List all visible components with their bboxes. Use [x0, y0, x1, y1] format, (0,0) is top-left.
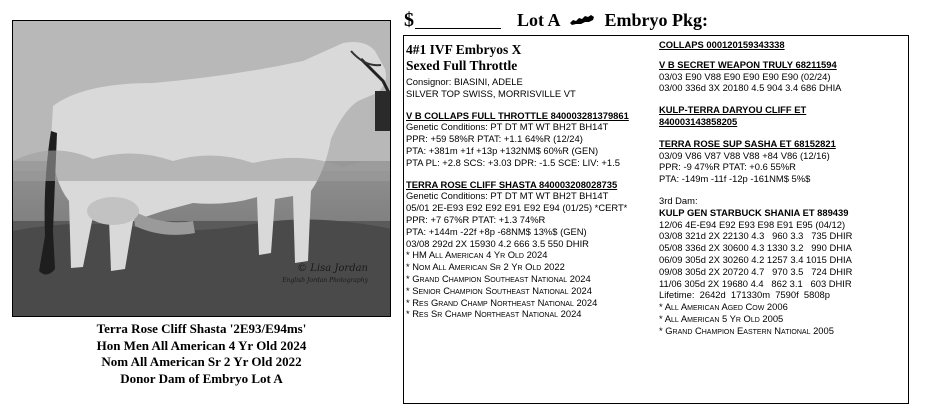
granddam-line: 03/09 V86 V87 V88 V88 +84 V86 (12/16)	[659, 149, 830, 161]
sire-line: PTA PL: +2.8 SCS: +3.03 DPR: -1.5 SCE: L…	[406, 156, 620, 168]
third-dam-honor: * Grand Champion Eastern National 2005	[659, 324, 834, 336]
third-dam-line: 03/08 321d 2X 22130 4.3 960 3.3 735 DHIR	[659, 230, 853, 242]
dam-honor: * HM All American 4 Yr Old 2024	[406, 249, 548, 261]
sire-line: PTA: +381m +1f +13p +132NM$ 60%R (GEN)	[406, 144, 599, 156]
kentucky-state-icon	[569, 10, 595, 31]
third-dam-line: 12/06 4E-E94 E92 E93 E98 E91 E95 (04/12)	[659, 218, 846, 230]
consignor: Consignor: BIASINI, ADELE	[406, 76, 523, 87]
pedigree-right-column: COLLAPS 000120159343338 V B SECRET WEAPO…	[659, 39, 907, 337]
dam-line: 05/01 2E-E93 E92 E92 E91 E92 E94 (01/25)…	[406, 202, 628, 214]
third-dam-honor: * All American 5 Yr Old 2005	[659, 312, 784, 324]
third-dam-line: 11/06 305d 2X 19680 4.4 862 3.1 603 DHIR	[659, 277, 852, 289]
donor-cow-photo: © Lisa Jordan English Jordan Photography	[12, 20, 391, 317]
photo-caption: Terra Rose Cliff Shasta '2E93/E94ms' Hon…	[12, 321, 391, 387]
dam-name: TERRA ROSE CLIFF SHASTA 840003208028735	[406, 178, 618, 190]
sire-of-dam: COLLAPS 000120159343338	[659, 39, 785, 50]
sire-sire-line: 03/00 336d 3X 20180 4.5 904 3.4 686 DHIA	[659, 82, 842, 94]
lot-subtitle: Sexed Full Throttle	[406, 58, 518, 73]
dam-honor: * Res Sr Champ Northeast National 2024	[406, 308, 582, 320]
dam-honor: * Res Grand Champ Northeast National 202…	[406, 296, 598, 308]
pedigree-box: 4#1 IVF Embryos X Sexed Full Throttle Co…	[403, 35, 909, 404]
third-dam-lifetime: Lifetime: 2642d 171330m 7590f 5808p	[659, 289, 830, 301]
dam-honor: * Senior Champion Southeast National 202…	[406, 284, 592, 296]
third-dam-label: 3rd Dam:	[659, 194, 698, 206]
sire-name: V B COLLAPS FULL THROTTLE 84000328137986…	[406, 109, 629, 121]
dam-line: Genetic Conditions: PT DT MT WT BH2T BH1…	[406, 190, 609, 202]
dam-honor: * Nom All American Sr 2 Yr Old 2022	[406, 261, 565, 273]
third-dam-line: 05/08 336d 2X 30600 4.3 1330 3.2 990 DHI…	[659, 242, 852, 254]
third-dam-line: 06/09 305d 2X 30260 4.2 1257 3.4 1015 DH…	[659, 253, 852, 265]
granddam-line: PTA: -149m -11f -12p -161NM$ 5%$	[659, 173, 811, 185]
caption-line: Terra Rose Cliff Shasta '2E93/E94ms'	[96, 321, 307, 336]
dam-line: PTA: +144m -22f +8p -68NM$ 13%$ (GEN)	[406, 225, 587, 237]
sire-line: Genetic Conditions: PT DT MT WT BH2T BH1…	[406, 121, 609, 133]
lot-header: $ Lot A Embryo Pkg:	[404, 6, 708, 34]
dam-line: 03/08 292d 2X 15930 4.2 666 3.5 550 DHIR	[406, 237, 589, 249]
caption-line: Hon Men All American 4 Yr Old 2024	[96, 337, 307, 353]
granddam-line: PPR: -9 47%R PTAT: +0.6 55%R	[659, 161, 796, 173]
sire-sire-name: V B SECRET WEAPON TRULY 68211594	[659, 58, 837, 70]
price-dollar-sign: $	[404, 8, 414, 31]
dam-line: PPR: +7 67%R PTAT: +1.3 74%R	[406, 213, 546, 225]
caption-line: Nom All American Sr 2 Yr Old 2022	[101, 354, 302, 369]
sire-sire-line: 03/03 E90 V88 E90 E90 E90 E90 (02/24)	[659, 70, 831, 82]
price-blank-line	[415, 12, 501, 29]
third-dam-honor: * All American Aged Cow 2006	[659, 301, 788, 313]
third-dam-name: KULP GEN STARBUCK SHANIA ET 889439	[659, 206, 849, 218]
lot-title: 4#1 IVF Embryos X	[406, 42, 522, 57]
granddam-name: TERRA ROSE SUP SASHA ET 68152821	[659, 137, 836, 149]
photographer-signature: © Lisa Jordan English Jordan Photography	[282, 263, 368, 284]
embryo-pkg-label: Embryo Pkg:	[604, 9, 709, 30]
pedigree-left-column: 4#1 IVF Embryos X Sexed Full Throttle Co…	[406, 42, 656, 320]
maternal-grandsire-id: 840003143858205	[659, 115, 738, 127]
consignor-farm: SILVER TOP SWISS, MORRISVILLE VT	[406, 87, 576, 99]
caption-line: Donor Dam of Embryo Lot A	[120, 370, 283, 386]
maternal-grandsire-name: KULP-TERRA DARYOU CLIFF ET	[659, 104, 807, 116]
dam-honor: * Grand Champion Southeast National 2024	[406, 272, 591, 284]
lot-label: Lot A	[517, 9, 561, 30]
sire-line: PPR: +59 58%R PTAT: +1.1 64%R (12/24)	[406, 133, 583, 145]
third-dam-line: 09/08 305d 2X 20720 4.7 970 3.5 724 DHIR	[659, 265, 853, 277]
